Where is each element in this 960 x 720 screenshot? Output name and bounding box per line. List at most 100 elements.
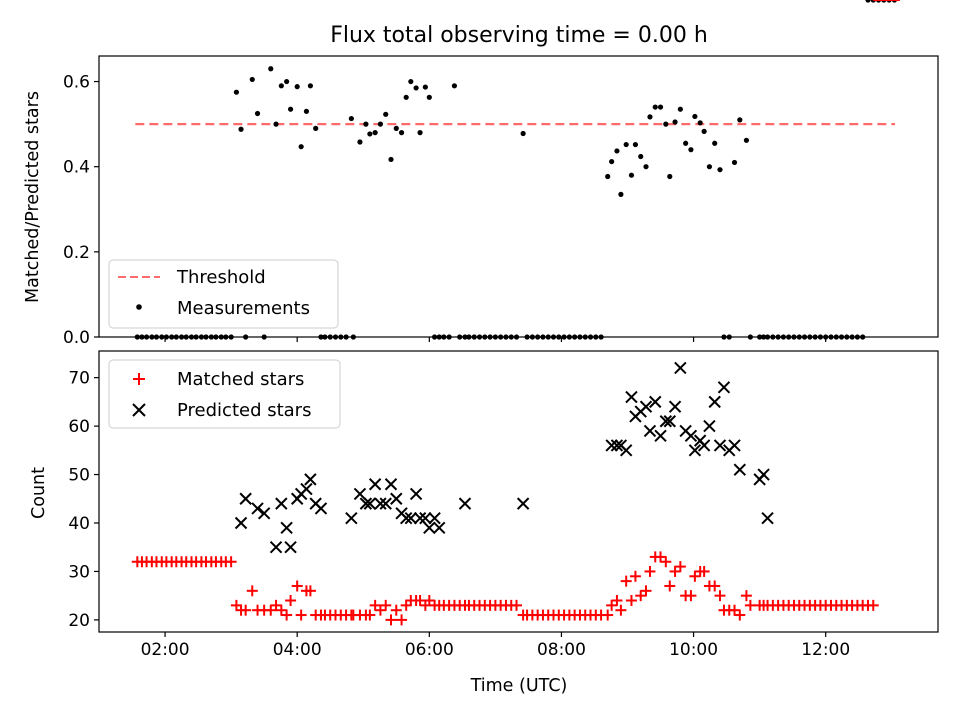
predicted-stars-point <box>239 492 252 505</box>
predicted-stars-point <box>761 511 774 525</box>
measurement-point <box>632 141 639 148</box>
predicted-stars-point <box>251 502 264 515</box>
measurement-point <box>422 84 428 90</box>
measurement-point <box>605 173 611 180</box>
matched-stars-point <box>620 575 632 587</box>
xtick-label: 12:00 <box>801 640 850 660</box>
predicted-stars-point <box>668 400 682 413</box>
measurement-point <box>313 125 319 131</box>
measurement-point <box>701 128 707 134</box>
matched-stars-point <box>285 595 297 607</box>
predicted-stars-point <box>280 521 293 535</box>
measurement-point <box>628 172 635 178</box>
bot-ytick-label: 20 <box>68 611 90 631</box>
predicted-stars-point <box>713 439 727 452</box>
matched-stars-point <box>729 604 741 616</box>
count-panel-ylabel: Count <box>29 467 49 519</box>
measurement-point <box>688 147 694 153</box>
measurement-point <box>614 148 620 154</box>
measurement-point <box>383 111 389 117</box>
measurement-point <box>638 153 644 160</box>
matched-stars-point <box>625 595 637 607</box>
ratio-panel-legend: Threshold Measurements <box>108 259 339 329</box>
matched-stars-point <box>240 604 252 616</box>
measurement-point <box>643 164 649 170</box>
matched-stars-point <box>664 580 676 592</box>
measurement-point <box>520 130 526 137</box>
matched-stars-point <box>396 614 408 626</box>
predicted-stars-point <box>423 521 436 535</box>
legend-predicted-label: Predicted stars <box>177 400 311 421</box>
matched-stars-point <box>629 570 641 582</box>
predicted-stars-point <box>605 439 618 452</box>
predicted-stars-point <box>353 487 367 501</box>
matched-stars-point <box>291 580 303 592</box>
measurement-point <box>388 156 394 163</box>
predicted-stars-point <box>345 511 358 525</box>
predicted-stars-point <box>275 497 288 510</box>
predicted-stars-point <box>234 516 248 530</box>
predicted-stars-point <box>419 511 432 525</box>
matched-stars-point <box>740 590 752 602</box>
ratio-panel-frame <box>98 55 939 338</box>
matched-stars-point <box>281 609 293 621</box>
measurement-point <box>294 84 300 90</box>
matched-stars-point <box>270 599 282 611</box>
measurement-point <box>865 0 871 3</box>
matched-stars-point <box>685 590 697 602</box>
measurement-point <box>233 89 240 95</box>
predicted-stars-point <box>728 439 741 452</box>
measurement-point <box>712 140 718 146</box>
predicted-stars-point <box>610 439 624 452</box>
predicted-stars-point <box>663 415 676 428</box>
x-axis-label: Time (UTC) <box>470 676 568 696</box>
predicted-stars-point <box>379 497 392 510</box>
matched-stars-point <box>698 565 710 577</box>
predicted-stars-point <box>458 497 472 510</box>
matched-stars-point <box>644 565 656 577</box>
matched-stars-point <box>660 556 672 568</box>
predicted-stars-point <box>433 521 446 535</box>
measurement-point <box>618 191 624 197</box>
xtick-label: 08:00 <box>537 640 586 660</box>
measurement-point <box>677 106 683 112</box>
matched-stars-point <box>640 585 652 597</box>
predicted-stars-point <box>314 502 328 515</box>
bot-ytick-label: 60 <box>68 417 90 437</box>
measurement-point <box>609 158 615 165</box>
measurement-point <box>284 78 290 85</box>
matched-stars-point <box>734 609 746 621</box>
measurement-point <box>731 159 738 166</box>
matched-stars-point <box>689 570 701 582</box>
matched-stars-point <box>414 595 426 607</box>
matched-stars-point <box>867 599 879 611</box>
predicted-stars-point <box>399 511 413 525</box>
legend-threshold-label: Threshold <box>176 267 266 288</box>
xtick-label: 04:00 <box>273 640 322 660</box>
measurement-point <box>663 121 669 127</box>
measurement-point <box>393 125 399 131</box>
count-panel-frame <box>98 350 939 633</box>
measurement-point <box>398 130 405 136</box>
measurement-point <box>287 106 294 112</box>
predicted-stars-point <box>363 497 377 510</box>
predicted-stars-point <box>625 390 638 404</box>
predicted-stars-point <box>368 478 382 491</box>
xtick-label: 02:00 <box>141 640 190 660</box>
predicted-stars-point <box>619 444 633 457</box>
predicted-stars-point <box>697 439 711 452</box>
matched-stars-point <box>611 595 623 607</box>
matched-stars-point <box>674 561 686 573</box>
measurement-point <box>268 66 274 72</box>
matched-stars-point <box>635 590 647 602</box>
measurement-point <box>303 108 310 114</box>
predicted-stars-point <box>269 541 283 554</box>
top-ytick-label: 0.4 <box>63 158 90 178</box>
matched-stars-point <box>385 614 397 626</box>
matched-stars-point <box>606 599 618 611</box>
predicted-stars-point <box>703 419 716 433</box>
predicted-stars-point <box>654 429 667 442</box>
predicted-stars-point <box>639 400 653 413</box>
ratio-panel: 0.0 0.2 0.4 0.6 Matched/Predicted stars Thr… <box>23 0 939 348</box>
